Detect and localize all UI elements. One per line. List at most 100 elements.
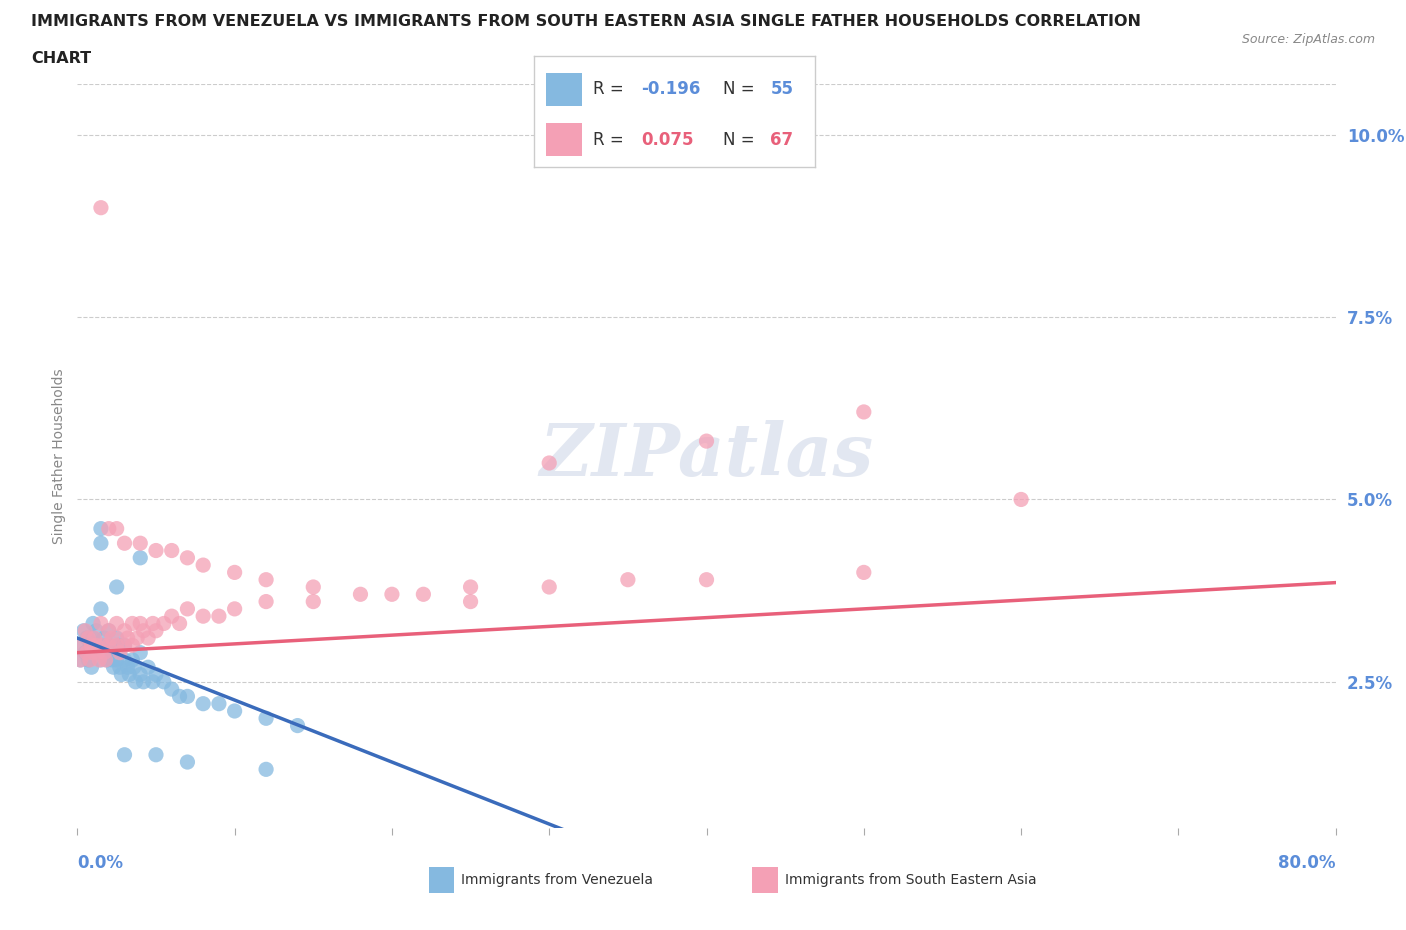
Point	[696, 433, 718, 448]
Text: 67: 67	[770, 130, 793, 149]
Y-axis label: Single Father Households: Single Father Households	[52, 368, 66, 543]
Point	[160, 682, 183, 697]
Point	[852, 565, 875, 579]
Point	[121, 638, 143, 653]
Point	[97, 623, 120, 638]
Point	[75, 623, 97, 638]
Point	[105, 579, 128, 594]
Point	[83, 631, 105, 645]
Point	[82, 616, 104, 631]
Point	[108, 659, 131, 674]
Point	[460, 579, 482, 594]
Point	[696, 572, 718, 587]
Point	[89, 653, 111, 668]
Point	[153, 616, 176, 631]
Point	[302, 594, 325, 609]
Point	[90, 521, 112, 536]
Point	[169, 616, 191, 631]
Point	[145, 543, 167, 558]
Text: R =: R =	[593, 130, 630, 149]
Point	[70, 638, 93, 653]
Point	[127, 631, 149, 645]
Point	[224, 565, 246, 579]
Point	[121, 616, 143, 631]
Point	[191, 558, 215, 573]
Point	[145, 623, 167, 638]
Point	[90, 616, 112, 631]
Text: 80.0%: 80.0%	[1278, 854, 1336, 871]
Point	[87, 638, 110, 653]
Text: Immigrants from Venezuela: Immigrants from Venezuela	[461, 872, 654, 887]
Point	[80, 659, 103, 674]
Point	[114, 536, 136, 551]
Text: N =: N =	[723, 130, 759, 149]
Point	[101, 653, 124, 668]
Point	[87, 645, 110, 660]
Text: -0.196: -0.196	[641, 80, 700, 99]
Point	[96, 653, 118, 668]
Point	[114, 638, 136, 653]
Point	[287, 718, 309, 733]
Point	[72, 623, 94, 638]
Bar	[546, 73, 582, 106]
Point	[460, 594, 482, 609]
Point	[176, 551, 198, 565]
Point	[79, 638, 101, 653]
Point	[129, 536, 152, 551]
Point	[79, 653, 101, 668]
Point	[121, 653, 143, 668]
Point	[114, 748, 136, 763]
Point	[114, 623, 136, 638]
Point	[349, 587, 371, 602]
Point	[98, 645, 121, 660]
Point	[129, 667, 152, 682]
Point	[852, 405, 875, 419]
Point	[254, 572, 277, 587]
Point	[70, 638, 93, 653]
Point	[176, 754, 198, 769]
Point	[208, 697, 231, 711]
Point	[90, 200, 112, 215]
Point	[90, 653, 112, 668]
Point	[114, 638, 136, 653]
Point	[191, 609, 215, 624]
Point	[129, 645, 152, 660]
Text: Source: ZipAtlas.com: Source: ZipAtlas.com	[1241, 33, 1375, 46]
Point	[105, 638, 128, 653]
Point	[97, 521, 120, 536]
Point	[84, 638, 107, 653]
Point	[191, 697, 215, 711]
Point	[538, 579, 561, 594]
Point	[254, 762, 277, 777]
Point	[97, 638, 120, 653]
Text: R =: R =	[593, 80, 630, 99]
Point	[110, 667, 132, 682]
Point	[160, 609, 183, 624]
Text: 55: 55	[770, 80, 793, 99]
Point	[93, 645, 115, 660]
Point	[90, 602, 112, 617]
Text: Immigrants from South Eastern Asia: Immigrants from South Eastern Asia	[785, 872, 1036, 887]
Point	[1010, 492, 1032, 507]
Point	[89, 645, 111, 660]
Bar	[546, 123, 582, 156]
Point	[105, 521, 128, 536]
Point	[69, 653, 91, 668]
Point	[82, 631, 104, 645]
Point	[142, 616, 165, 631]
Point	[117, 659, 139, 674]
Point	[101, 631, 124, 645]
Point	[132, 674, 155, 689]
Point	[153, 674, 176, 689]
Point	[169, 689, 191, 704]
Point	[129, 551, 152, 565]
Point	[94, 653, 117, 668]
Point	[107, 638, 129, 653]
Point	[254, 711, 277, 725]
Text: 0.075: 0.075	[641, 130, 693, 149]
Point	[142, 674, 165, 689]
Point	[91, 638, 114, 653]
Point	[208, 609, 231, 624]
Point	[93, 631, 115, 645]
Point	[114, 653, 136, 668]
